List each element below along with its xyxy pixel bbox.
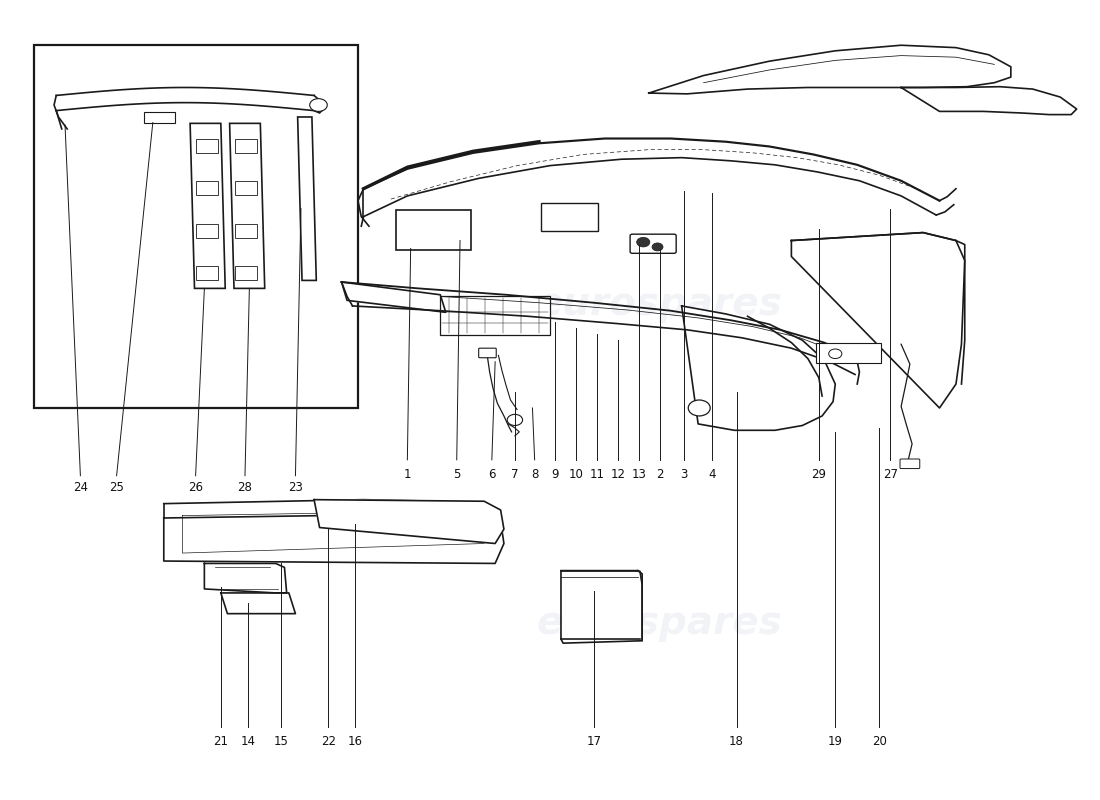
Text: 14: 14	[241, 735, 256, 748]
Text: 12: 12	[610, 468, 626, 481]
Circle shape	[652, 243, 663, 251]
FancyBboxPatch shape	[630, 234, 676, 254]
Text: 9: 9	[552, 468, 559, 481]
Polygon shape	[341, 282, 446, 312]
Text: 13: 13	[631, 468, 647, 481]
Polygon shape	[190, 123, 226, 288]
Polygon shape	[561, 570, 642, 643]
Polygon shape	[221, 593, 296, 614]
Circle shape	[310, 98, 328, 111]
Text: 16: 16	[348, 735, 362, 748]
Polygon shape	[315, 500, 504, 543]
Bar	[815, 343, 881, 363]
Circle shape	[689, 400, 711, 416]
Text: 22: 22	[321, 735, 336, 748]
Text: 19: 19	[828, 735, 843, 748]
Text: 7: 7	[512, 468, 518, 481]
Bar	[196, 138, 218, 153]
Text: 6: 6	[488, 468, 496, 481]
Bar	[196, 181, 218, 195]
Bar	[396, 210, 471, 250]
Bar	[196, 266, 218, 281]
Circle shape	[828, 349, 842, 358]
Text: 8: 8	[531, 468, 538, 481]
Bar	[235, 266, 257, 281]
Text: 10: 10	[569, 468, 584, 481]
Text: 20: 20	[871, 735, 887, 748]
Bar	[196, 223, 218, 238]
Polygon shape	[298, 117, 317, 281]
Text: 27: 27	[882, 468, 898, 481]
Polygon shape	[682, 306, 835, 430]
Circle shape	[507, 414, 522, 426]
Bar	[235, 223, 257, 238]
Text: 29: 29	[812, 468, 826, 481]
Polygon shape	[901, 86, 1077, 114]
Text: 11: 11	[590, 468, 605, 481]
Text: 2: 2	[656, 468, 663, 481]
Text: 26: 26	[188, 481, 204, 494]
Text: 1: 1	[404, 468, 411, 481]
FancyBboxPatch shape	[478, 348, 496, 358]
Text: 4: 4	[708, 468, 716, 481]
Text: 24: 24	[73, 481, 88, 494]
Text: 23: 23	[288, 481, 302, 494]
Bar	[440, 296, 550, 334]
Polygon shape	[649, 46, 1011, 94]
Text: 25: 25	[109, 481, 124, 494]
Bar	[34, 46, 358, 408]
Bar	[235, 181, 257, 195]
Text: 5: 5	[453, 468, 461, 481]
Text: 28: 28	[238, 481, 252, 494]
Bar	[235, 138, 257, 153]
Polygon shape	[205, 563, 287, 593]
Polygon shape	[164, 514, 504, 563]
Circle shape	[637, 238, 650, 247]
Polygon shape	[791, 233, 965, 408]
Bar	[541, 203, 598, 231]
Text: eurospares: eurospares	[537, 604, 782, 642]
FancyBboxPatch shape	[900, 459, 920, 469]
Bar	[144, 112, 175, 122]
Text: eurospares: eurospares	[101, 230, 242, 250]
Text: 21: 21	[213, 735, 229, 748]
Text: 17: 17	[586, 735, 602, 748]
Text: 3: 3	[680, 468, 688, 481]
Polygon shape	[230, 123, 265, 288]
Text: 15: 15	[274, 735, 288, 748]
Text: eurospares: eurospares	[537, 286, 782, 323]
Text: 18: 18	[729, 735, 744, 748]
